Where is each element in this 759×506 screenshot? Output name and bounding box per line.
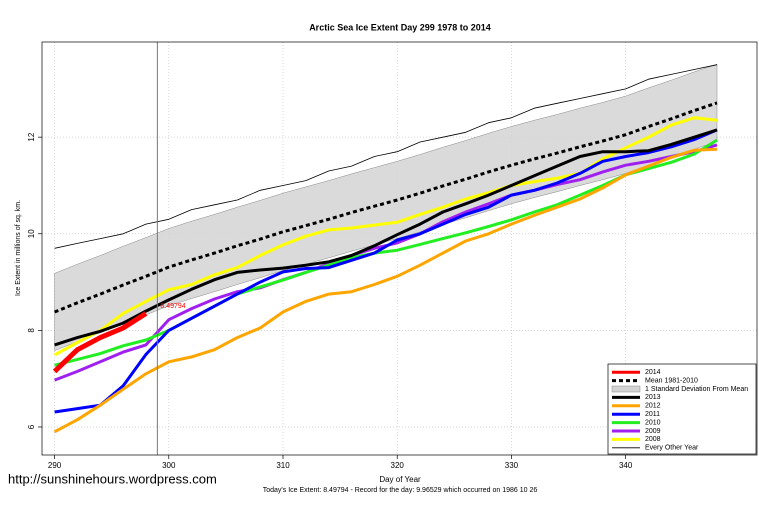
y-tick-label: 10 bbox=[27, 229, 36, 238]
legend-label: 2010 bbox=[645, 419, 661, 426]
legend-label: 2011 bbox=[645, 411, 660, 418]
x-tick-label: 290 bbox=[48, 461, 62, 470]
y-tick-label: 12 bbox=[27, 132, 36, 141]
series-line bbox=[52, 311, 148, 374]
legend-label: 2008 bbox=[645, 436, 661, 443]
annotation: 8.49794 bbox=[160, 303, 185, 310]
legend-label: 2009 bbox=[645, 428, 661, 435]
x-tick-label: 330 bbox=[505, 461, 519, 470]
x-tick-label: 310 bbox=[276, 461, 290, 470]
x-axis-label: Day of Year bbox=[379, 475, 421, 484]
watermark: http://sunshinehours.wordpress.com bbox=[8, 471, 217, 486]
plot-frame bbox=[41, 41, 758, 456]
series-line bbox=[53, 116, 718, 357]
legend-label: 2013 bbox=[645, 394, 661, 401]
series-line bbox=[54, 128, 718, 414]
series-line bbox=[53, 147, 718, 434]
y-tick-label: 8 bbox=[27, 328, 36, 333]
legend-label: Every Other Year bbox=[645, 445, 699, 452]
legend-swatch bbox=[611, 385, 641, 393]
chart-title: Arctic Sea Ice Extent Day 299 1978 to 20… bbox=[309, 22, 491, 32]
series-line bbox=[54, 64, 718, 249]
x-tick-label: 320 bbox=[391, 461, 405, 470]
series-line bbox=[54, 128, 718, 347]
legend-label: 2014 bbox=[645, 369, 661, 376]
x-tick-label: 300 bbox=[162, 461, 176, 470]
footer: Today's Ice Extent: 8.49794 - Record for… bbox=[263, 487, 538, 494]
legend-label: 1 Standard Deviation From Mean bbox=[645, 386, 748, 393]
x-tick-label: 340 bbox=[619, 461, 633, 470]
series-line bbox=[54, 138, 718, 367]
legend-label: Mean 1981-2010 bbox=[645, 377, 698, 384]
y-tick-label: 6 bbox=[27, 424, 36, 429]
legend-label: 2012 bbox=[645, 403, 661, 410]
y-axis-label: Ice Extent in millions of sq. km. bbox=[15, 200, 22, 296]
